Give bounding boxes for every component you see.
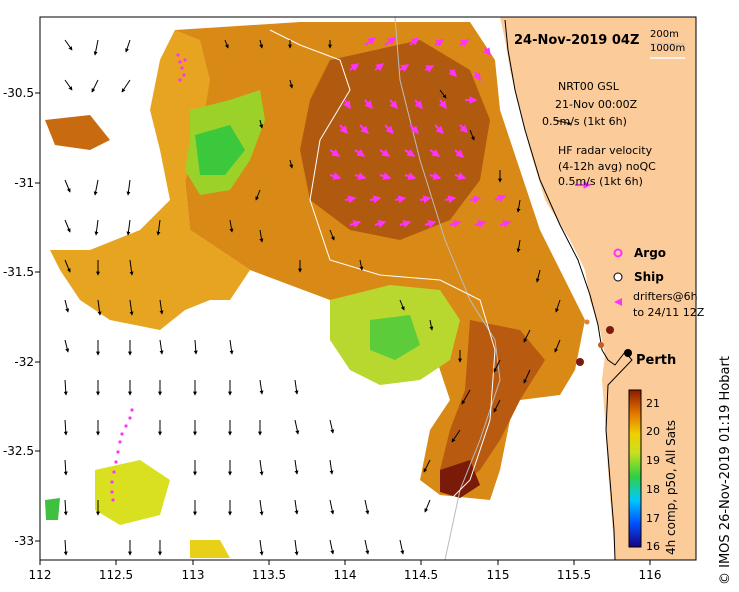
argo-label: Argo [634, 246, 667, 260]
sst-cool-central-core [370, 315, 420, 360]
colorbar-tick: 20 [646, 425, 660, 438]
ship-marker [598, 342, 604, 348]
sst-warm-region-2 [50, 30, 250, 330]
x-tick-label: 113.5 [251, 568, 287, 582]
radar-arrows [329, 37, 592, 228]
isobath-label-200m: 200m [650, 29, 679, 40]
drifter-tracks [110, 53, 187, 502]
drifter-symbol [614, 298, 622, 306]
credit: © IMOS 26-Nov-2019 01:19 Hobart [718, 356, 733, 585]
y-tick-label: -32.5 [2, 444, 34, 458]
sst-yellow-south [190, 540, 230, 558]
ship-marker [606, 326, 614, 334]
ship-markers [576, 319, 632, 366]
sst-cool-patch [45, 498, 60, 520]
perth-marker [624, 349, 632, 357]
colorbar [628, 389, 642, 548]
isobath-1000m [269, 29, 496, 521]
model-date: 21-Nov 00:00Z [555, 98, 638, 111]
x-tick-label: 113 [181, 568, 205, 582]
isobath-200m [394, 16, 501, 561]
sst-brown-core [300, 40, 490, 240]
x-tick-label: 112.5 [98, 568, 134, 582]
x-tick-label: 116 [638, 568, 662, 582]
drifters-label: drifters@6h [633, 290, 698, 303]
coast-line [504, 19, 633, 561]
plot-frame [39, 16, 697, 561]
sst-hot-spot [440, 460, 480, 498]
drifters-date: to 24/11 12Z [633, 306, 705, 319]
x-tick-label: 112 [28, 568, 52, 582]
radar-label: HF radar velocity [558, 144, 653, 157]
isobath-label-1000m: 1000m [650, 43, 686, 54]
sst-warm-west [45, 115, 110, 150]
land [500, 17, 696, 560]
argo-symbol [613, 248, 623, 258]
model-label: NRT00 GSL [558, 80, 619, 93]
colorbar-tick: 19 [646, 454, 660, 467]
sst-cool-southwest [95, 460, 170, 525]
ship-marker [584, 319, 590, 325]
sst-brown-south [440, 320, 545, 490]
ship-marker [576, 358, 584, 366]
x-tick-label: 115 [486, 568, 510, 582]
y-tick-label: -31.5 [2, 265, 34, 279]
y-tick-label: -31 [14, 176, 34, 190]
colorbar-label: 4h comp, p50, All Sats [664, 419, 678, 555]
radar-avg: (4-12h avg) noQC [558, 160, 656, 173]
map-title: 24-Nov-2019 04Z [514, 33, 640, 48]
colorbar-tick: 21 [646, 397, 660, 410]
colorbar-tick: 18 [646, 483, 660, 496]
y-tick-marks [35, 92, 40, 542]
ship-symbol [613, 272, 623, 282]
x-tick-label: 114 [333, 568, 357, 582]
city-label: Perth [636, 353, 677, 368]
model-scale: 0.5m/s (1kt 6h) [542, 115, 627, 128]
model-arrows [63, 39, 572, 556]
colorbar-tick: 16 [646, 540, 660, 553]
x-tick-marks [39, 560, 651, 565]
radar-scale: 0.5m/s (1kt 6h) [558, 175, 643, 188]
x-tick-label: 114.5 [403, 568, 439, 582]
colorbar-tick: 17 [646, 512, 660, 525]
sst-cool-north-core [195, 125, 245, 175]
y-tick-label: -33 [14, 534, 34, 548]
y-tick-label: -30.5 [2, 86, 34, 100]
ship-label: Ship [634, 270, 664, 284]
x-tick-label: 115.5 [556, 568, 592, 582]
y-tick-label: -32 [14, 355, 34, 369]
